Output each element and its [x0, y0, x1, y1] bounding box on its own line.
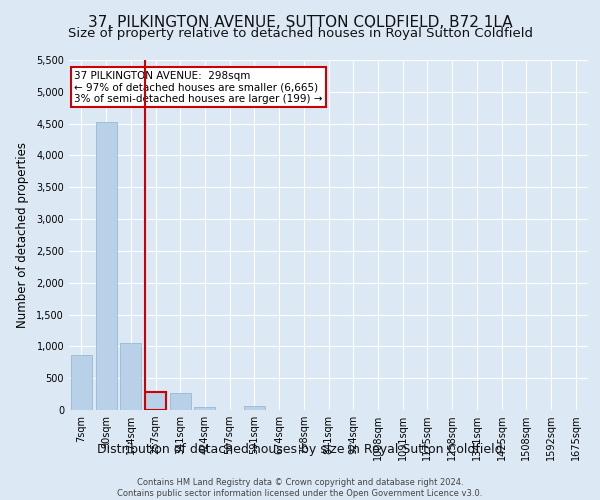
- Bar: [120, 342, 141, 410]
- Bar: [145, 392, 166, 410]
- Text: Contains HM Land Registry data © Crown copyright and database right 2024.
Contai: Contains HM Land Registry data © Crown c…: [118, 478, 482, 498]
- Y-axis label: Number of detached properties: Number of detached properties: [16, 142, 29, 328]
- Bar: [71, 354, 92, 410]
- Bar: [194, 406, 215, 410]
- Text: Size of property relative to detached houses in Royal Sutton Coldfield: Size of property relative to detached ho…: [67, 28, 533, 40]
- Bar: [244, 406, 265, 410]
- Text: 37 PILKINGTON AVENUE:  298sqm
← 97% of detached houses are smaller (6,665)
3% of: 37 PILKINGTON AVENUE: 298sqm ← 97% of de…: [74, 70, 323, 104]
- Bar: [170, 393, 191, 410]
- Text: Distribution of detached houses by size in Royal Sutton Coldfield: Distribution of detached houses by size …: [97, 442, 503, 456]
- Bar: [95, 122, 116, 410]
- Text: 37, PILKINGTON AVENUE, SUTTON COLDFIELD, B72 1LA: 37, PILKINGTON AVENUE, SUTTON COLDFIELD,…: [88, 15, 512, 30]
